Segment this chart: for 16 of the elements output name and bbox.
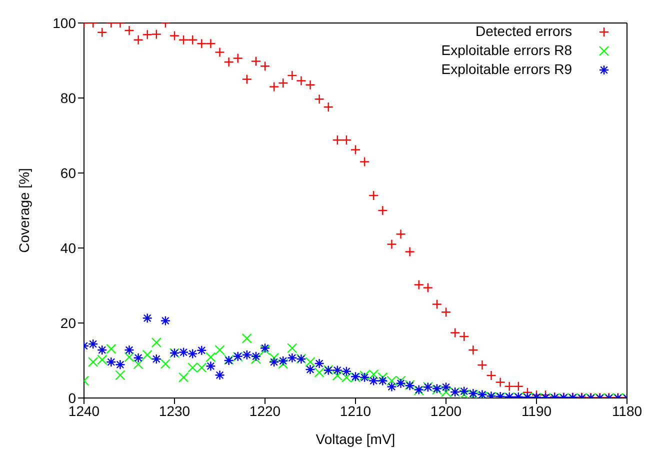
y-tick-label: 60 [60,164,76,181]
x-tick-label: 1230 [158,402,190,419]
x-tick-label: 1220 [249,402,281,419]
y-tick-label: 100 [52,14,76,31]
y-tick-label: 20 [60,314,76,331]
x-tick-label: 1190 [521,402,552,419]
legend-label: Detected errors [476,22,572,41]
x-axis-title: Voltage [mV] [316,431,396,447]
x-tick-label: 1180 [612,402,642,419]
y-tick-label: 40 [60,240,76,256]
legend-label: Exploitable errors R9 [441,60,572,79]
x-tick-label: 1210 [340,402,372,419]
legend-label: Exploitable errors R8 [441,41,572,60]
y-axis-title: Coverage [%] [16,168,32,253]
x-tick-label: 1200 [430,402,462,419]
y-tick-label: 80 [60,90,76,106]
